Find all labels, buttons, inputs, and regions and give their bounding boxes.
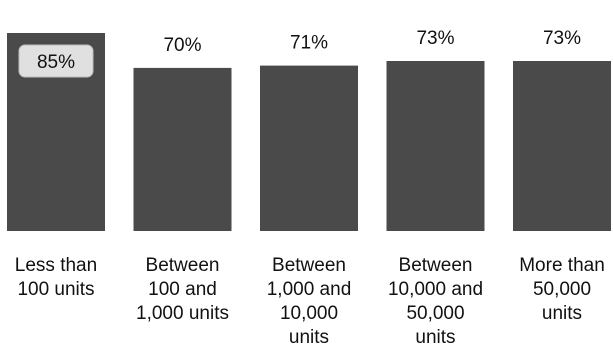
bar-2 xyxy=(133,67,232,232)
category-label-1: Less than 100 units xyxy=(14,255,98,300)
category-label-4: Between 10,000 and 50,000 units xyxy=(387,255,484,348)
bar-4 xyxy=(386,61,485,231)
data-label-2: 70% xyxy=(163,35,201,56)
data-label-3: 71% xyxy=(290,33,328,54)
bar-5 xyxy=(513,61,611,231)
category-label-2: Between 100 and 1,000 units xyxy=(136,255,229,324)
data-label-1: 85% xyxy=(37,52,75,73)
bar-3 xyxy=(260,65,358,231)
data-label-4: 73% xyxy=(416,28,454,49)
category-label-3: Between 1,000 and 10,000 units xyxy=(266,255,352,348)
category-label-5: More than 50,000 units xyxy=(519,255,605,324)
data-label-5: 73% xyxy=(543,28,581,49)
data-label-box-1 xyxy=(18,44,94,78)
